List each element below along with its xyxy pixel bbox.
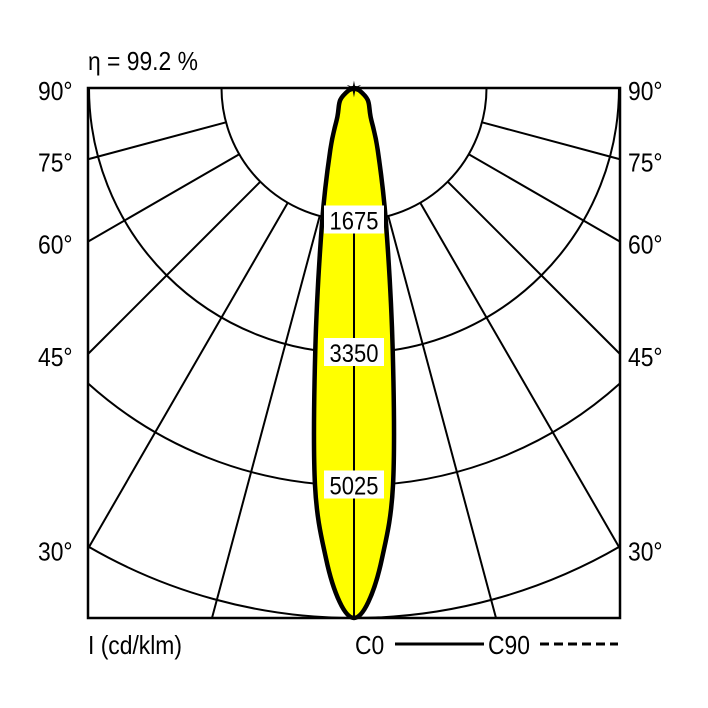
- unit-label: I (cd/klm): [88, 632, 182, 661]
- angle-label-right-45: 45°: [628, 344, 663, 373]
- angle-line-right-30: [419, 202, 621, 550]
- angle-line-right-45: [446, 180, 621, 355]
- angle-label-left-30: 30°: [38, 538, 73, 567]
- angle-label-left-45: 45°: [38, 344, 73, 373]
- efficiency-label: η = 99.2 %: [88, 48, 198, 77]
- angle-label-right-75: 75°: [628, 149, 663, 178]
- polar-grid: [86, 86, 622, 620]
- angle-label-right-60: 60°: [628, 231, 663, 260]
- radial-tick-labels: 1675 3350 5025: [324, 205, 384, 500]
- angle-label-left-75: 75°: [38, 149, 73, 178]
- angle-label-right-90: 90°: [628, 78, 663, 107]
- angle-label-left-90: 90°: [38, 78, 73, 107]
- beam-curve-C0: [311, 85, 397, 621]
- angle-line-left-75: [87, 121, 227, 161]
- legend: C0 C90: [355, 632, 618, 661]
- radial-tick-label: 1675: [330, 207, 379, 235]
- center-star-icon: ✶: [345, 77, 363, 102]
- angle-line-right-75: [481, 121, 621, 161]
- angle-line-left-60: [87, 153, 240, 243]
- legend-label-c0: C0: [355, 632, 384, 661]
- legend-label-c90: C90: [488, 632, 530, 661]
- angle-line-left-45: [87, 180, 262, 355]
- radial-label-bg: [324, 470, 384, 499]
- angle-label-left-60: 60°: [38, 231, 73, 260]
- angle-line-right-60: [468, 153, 621, 243]
- radial-label-bg: [324, 205, 384, 234]
- angle-line-right-15: [387, 215, 497, 619]
- radial-tick-label: 3350: [330, 340, 379, 368]
- angle-line-left-15: [211, 215, 321, 619]
- radial-label-bg: [324, 338, 384, 366]
- angle-tick-labels: 90° 90° 75° 75° 60° 60° 45° 45° 30° 30°: [38, 78, 663, 567]
- angle-line-left-30: [87, 202, 289, 550]
- radial-tick-label: 5025: [330, 472, 379, 500]
- angle-label-right-30: 30°: [628, 538, 663, 567]
